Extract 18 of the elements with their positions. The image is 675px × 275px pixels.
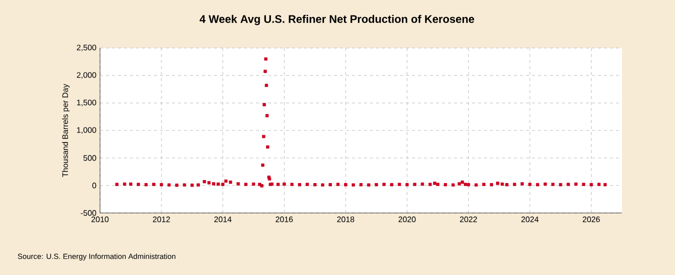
y-tick-label: 1,000 (77, 127, 96, 134)
y-tick-label: 500 (83, 155, 96, 161)
y-tick-label: 2,000 (76, 72, 96, 79)
x-tick-label: 2024 (521, 216, 539, 222)
y-axis-title: Thousand Barrels per Day (62, 84, 70, 178)
y-tick-label: 0 (92, 182, 96, 188)
x-tick-label: 2010 (92, 216, 109, 222)
x-tick-label: 2026 (582, 216, 600, 222)
x-tick-label: 2022 (460, 216, 477, 222)
x-tick-label: 2014 (214, 216, 232, 222)
x-tick-label: 2020 (398, 216, 416, 222)
y-tick-label: 1,500 (77, 100, 96, 106)
x-tick-label: 2012 (152, 216, 170, 222)
x-tick-label: 2018 (337, 216, 354, 222)
x-tick-label: 2016 (276, 216, 293, 222)
chart-title: 4 Week Avg U.S. Refiner Net Production of Kerosene (200, 14, 474, 26)
y-tick-label: 2,500 (76, 44, 96, 52)
y-tick-label: -500 (80, 210, 96, 216)
